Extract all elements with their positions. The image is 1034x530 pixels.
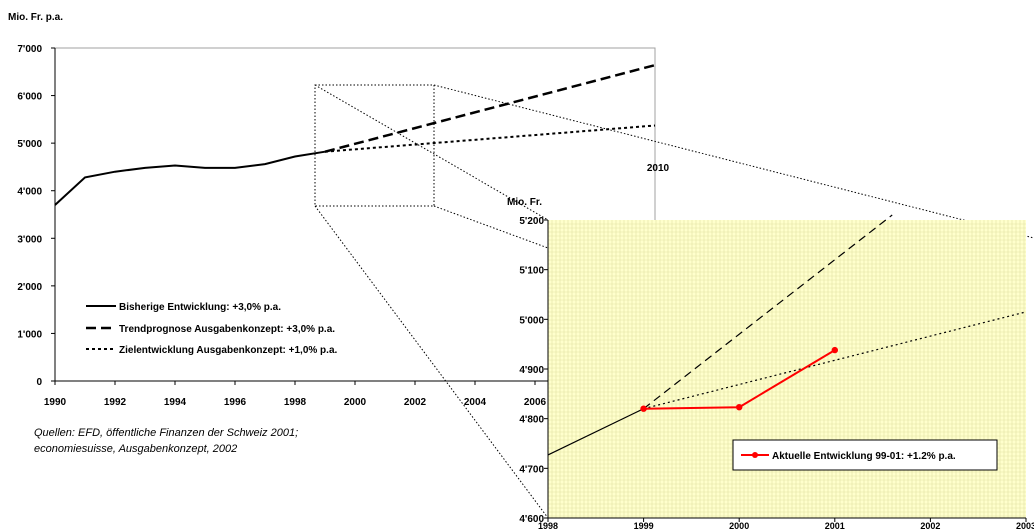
inset-actual-point — [640, 405, 647, 412]
inset-series-historic — [547, 408, 644, 456]
inset-legend-label: Aktuelle Entwicklung 99-01: +1.2% p.a. — [772, 451, 956, 462]
source-note-line-1: Quellen: EFD, öffentliche Finanzen der S… — [34, 427, 299, 439]
inset-y-tick-label: 5'000 — [519, 315, 544, 326]
inset-x-tick-label: 2001 — [825, 521, 845, 530]
legend-label-historic: Bisherige Entwicklung: +3,0% p.a. — [119, 302, 281, 313]
legend-label-target: Zielentwicklung Ausgabenkonzept: +1,0% p… — [119, 345, 338, 356]
zoom-connector-bottom-right — [433, 205, 549, 249]
main-x-tick-label: 2000 — [344, 397, 367, 408]
inset-x-tick-label: 2002 — [920, 521, 940, 530]
inset-y-tick-label: 5'100 — [519, 266, 544, 277]
inset-series-trend — [643, 214, 893, 410]
main-series-target — [324, 124, 656, 153]
main-x-tick-label: 1998 — [284, 397, 307, 408]
inset-y-tick-label: 5'200 — [519, 216, 544, 227]
inset-x-tick-label: 2000 — [729, 521, 749, 530]
main-series-trend — [324, 63, 656, 153]
inset-legend-box — [732, 439, 998, 471]
inset-x-tick-label: 1998 — [538, 521, 558, 530]
inset-chart: Mio. Fr. 4'600 4'700 4'800 4'900 5'000 5'100 5… — [507, 197, 1034, 530]
main-x-tick-label: 2002 — [404, 397, 427, 408]
legend-label-trend: Trendprognose Ausgabenkonzept: +3,0% p.a… — [119, 324, 335, 335]
x-end-label: 2010 — [647, 163, 670, 174]
inset-x-tick-label: 1999 — [634, 521, 654, 530]
main-series-historic — [54, 150, 326, 206]
main-y-tick-label: 4'000 — [17, 187, 42, 198]
source-note-line-2: economiesuisse, Ausgabenkonzept, 2002 — [34, 443, 238, 455]
main-y-tick-label: 6'000 — [17, 92, 42, 103]
main-x-tick-label: 2006 — [524, 397, 547, 408]
inset-y-tick-label: 4'900 — [519, 365, 544, 376]
legend: Bisherige Entwicklung: +3,0% p.a. Trendp… — [86, 302, 338, 356]
main-y-tick-label: 3'000 — [17, 234, 42, 245]
inset-series-target — [643, 311, 1027, 410]
main-y-tick-label: 7'000 — [17, 44, 42, 55]
main-y-axis-title: Mio. Fr. p.a. — [8, 12, 63, 23]
main-x-tick-label: 2004 — [464, 397, 487, 408]
zoom-connector-top-left — [314, 84, 549, 221]
inset-y-axis-title: Mio. Fr. — [507, 197, 542, 208]
inset-actual-point — [831, 346, 838, 354]
main-x-tick-label: 1990 — [44, 397, 67, 408]
inset-actual-point — [736, 404, 743, 411]
inset-y-tick-label: 4'800 — [519, 415, 544, 426]
zoom-connectors — [314, 84, 1034, 519]
inset-y-tick-label: 4'700 — [519, 464, 544, 475]
zoom-region-box — [314, 84, 435, 207]
zoom-connector-bottom-left — [314, 205, 549, 519]
inset-y-tick-label: 4'600 — [519, 514, 544, 525]
main-y-tick-label: 0 — [36, 377, 42, 388]
main-x-tick-label: 1996 — [224, 397, 247, 408]
source-note: Quellen: EFD, öffentliche Finanzen der S… — [34, 425, 298, 457]
main-chart: Mio. Fr. p.a. 0 1'000 2'000 3'000 4'000 5'000… — [8, 12, 670, 408]
main-y-tick-label: 2'000 — [17, 282, 42, 293]
inset-legend-marker — [752, 452, 758, 458]
inset-legend: Aktuelle Entwicklung 99-01: +1.2% p.a. — [732, 439, 998, 471]
inset-x-tick-label: 2003 — [1016, 521, 1034, 530]
main-y-tick-label: 5'000 — [17, 139, 42, 150]
main-x-tick-label: 1992 — [104, 397, 127, 408]
main-x-tick-label: 1994 — [164, 397, 187, 408]
main-y-tick-label: 1'000 — [17, 329, 42, 340]
